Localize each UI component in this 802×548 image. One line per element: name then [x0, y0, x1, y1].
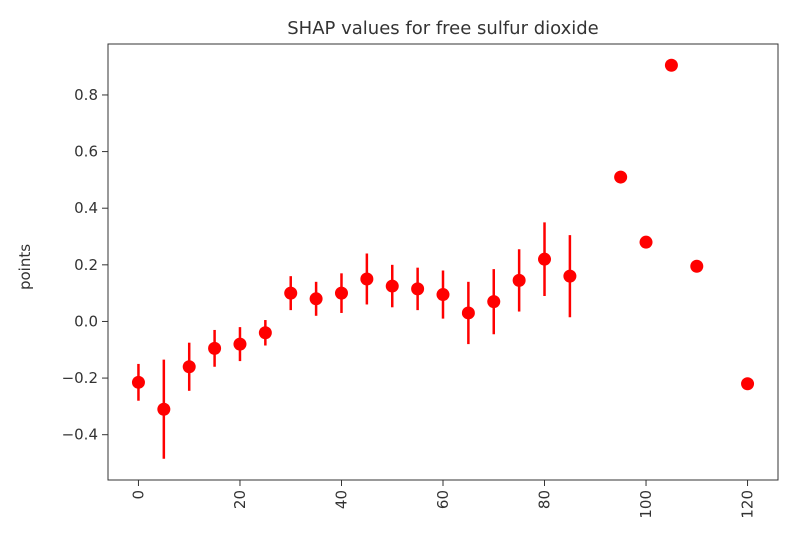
- x-tick-label: 60: [434, 490, 452, 509]
- data-point: [284, 286, 298, 300]
- data-point: [487, 295, 501, 309]
- x-tick-label: 80: [536, 490, 554, 509]
- x-tick-label: 120: [739, 490, 757, 519]
- x-tick-label: 40: [332, 490, 350, 509]
- plot-area: 0 20 40 60 80 100 120 −0.4 −0.2 0.0 0.2 0.4 0.6 0.8: [62, 43, 779, 519]
- chart-title: SHAP values for free sulfur dioxide: [287, 18, 599, 39]
- data-point: [334, 286, 348, 300]
- data-point: [309, 292, 323, 306]
- data-point: [741, 377, 755, 391]
- data-point: [461, 306, 475, 320]
- y-tick-label: −0.2: [62, 369, 98, 387]
- x-tick-label: 20: [231, 490, 249, 509]
- data-point: [639, 235, 653, 249]
- y-tick-label: 0.6: [74, 143, 98, 161]
- y-tick-label: 0.8: [74, 86, 98, 104]
- y-tick-label: −0.4: [62, 426, 98, 444]
- data-point: [208, 341, 222, 355]
- y-axis-label: points: [16, 244, 34, 290]
- plot-frame: [107, 43, 779, 481]
- x-tick-label: 0: [129, 490, 147, 500]
- data-point: [512, 273, 526, 287]
- data-point: [690, 259, 704, 273]
- y-tick-label: 0.2: [74, 256, 98, 274]
- data-point: [182, 360, 196, 374]
- y-tick-label: 0.0: [74, 312, 98, 330]
- x-tick-label: 100: [637, 490, 655, 519]
- data-point: [664, 58, 678, 72]
- data-point: [258, 326, 272, 340]
- data-point: [411, 282, 425, 296]
- data-point: [614, 170, 628, 184]
- data-point: [563, 269, 577, 283]
- data-point: [360, 272, 374, 286]
- y-tick-label: 0.4: [74, 199, 98, 217]
- data-point: [385, 279, 399, 293]
- data-point: [233, 337, 247, 351]
- data-point: [436, 288, 450, 302]
- data-point: [538, 252, 552, 266]
- data-point: [131, 375, 145, 389]
- data-point: [157, 402, 171, 416]
